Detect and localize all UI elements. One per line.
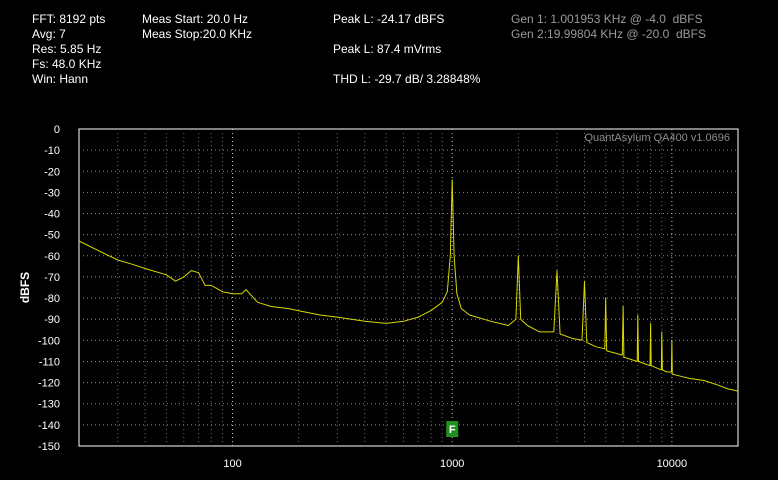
- y-tick-label: 0: [54, 124, 60, 136]
- thd-text: THD L: -29.7 dB/ 3.28848%: [333, 72, 481, 86]
- x-tick-label: 100: [223, 458, 241, 470]
- x-tick-label: 1000: [440, 458, 464, 470]
- y-tick-label: -90: [44, 314, 60, 326]
- x-tick-label: 10000: [657, 458, 688, 470]
- y-tick-label: -30: [44, 187, 60, 199]
- averages-text: Avg: 7: [32, 27, 66, 41]
- y-tick-label: -50: [44, 230, 60, 242]
- y-tick-label: -20: [44, 166, 60, 178]
- y-tick-label: -40: [44, 209, 60, 221]
- frequency-marker-box: [446, 421, 459, 437]
- window-text: Win: Hann: [32, 72, 89, 86]
- resolution-text: Res: 5.85 Hz: [32, 42, 102, 56]
- y-tick-label: -130: [38, 399, 60, 411]
- meas-stop-text: Meas Stop:20.0 KHz: [142, 27, 253, 41]
- peak-mvrms-text: Peak L: 87.4 mVrms: [333, 42, 442, 56]
- peak-dbfs-text: Peak L: -24.17 dBFS: [333, 12, 445, 26]
- y-tick-label: -140: [38, 420, 60, 432]
- y-tick-label: -120: [38, 378, 60, 390]
- gen2-text: Gen 2:19.99804 KHz @ -20.0 dBFS: [511, 27, 706, 41]
- spectrum-line: [78, 179, 739, 392]
- y-tick-label: -10: [44, 145, 60, 157]
- y-tick-label: -60: [44, 251, 60, 263]
- gen1-text: Gen 1: 1.001953 KHz @ -4.0 dBFS: [511, 12, 703, 26]
- y-tick-label: -70: [44, 272, 60, 284]
- y-axis-label: dBFS: [18, 272, 32, 303]
- meas-start-text: Meas Start: 20.0 Hz: [142, 12, 249, 26]
- plot-frame: [78, 128, 739, 447]
- sample-rate-text: Fs: 48.0 KHz: [32, 57, 102, 71]
- frequency-marker-label: F: [449, 424, 456, 436]
- y-tick-label: -100: [38, 335, 60, 347]
- fft-size-text: FFT: 8192 pts: [32, 12, 106, 26]
- y-tick-label: -150: [38, 441, 60, 453]
- y-tick-label: -110: [39, 356, 60, 368]
- y-tick-label: -80: [44, 293, 60, 305]
- watermark-text: QuantAsylum QA400 v1.0696: [584, 132, 730, 144]
